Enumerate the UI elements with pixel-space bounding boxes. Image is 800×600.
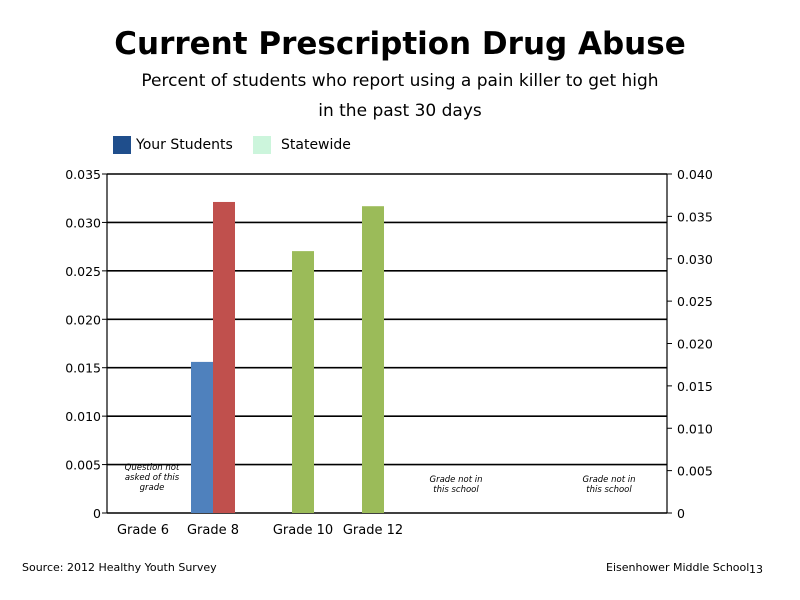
right-tick-label: 0.015	[677, 379, 713, 394]
right-tick-label: 0.040	[677, 167, 713, 182]
annotation-text: asked of this	[125, 473, 180, 483]
annotation-text: grade	[140, 483, 165, 493]
legend-swatch-your-students	[113, 136, 131, 154]
annotation-text: this school	[586, 485, 632, 495]
legend-item-statewide: Statewide	[253, 136, 351, 154]
category-label: Grade 10	[273, 523, 333, 538]
left-tick-label: 0.010	[65, 409, 101, 424]
right-tick-label: 0.010	[677, 421, 713, 436]
annotation-text: Question not	[125, 463, 180, 473]
right-tick-label: 0.005	[677, 464, 713, 479]
bar-grade-10-statewide	[292, 251, 314, 513]
annotation-text: Grade not in	[583, 475, 636, 485]
left-tick-label: 0.005	[65, 458, 101, 473]
left-tick-label: 0.015	[65, 361, 101, 376]
right-tick-label: 0.025	[677, 294, 713, 309]
left-tick-label: 0.025	[65, 264, 101, 279]
bar-grade-8-statewide	[213, 201, 235, 513]
left-tick-label: 0.030	[65, 215, 101, 230]
school-name: Eisenhower Middle School	[606, 561, 750, 574]
legend-label-statewide: Statewide	[281, 137, 351, 153]
chart-subtitle: Percent of students who report using a p…	[0, 66, 800, 126]
right-tick-label: 0	[677, 506, 685, 521]
chart-title: Current Prescription Drug Abuse	[114, 26, 686, 62]
legend-label-your-students: Your Students	[136, 137, 233, 153]
category-label: Grade 6	[117, 523, 169, 538]
annotation-text: this school	[433, 485, 479, 495]
left-tick-label: 0.020	[65, 312, 101, 327]
legend-swatch-statewide	[253, 136, 271, 154]
right-tick-label: 0.020	[677, 337, 713, 352]
right-tick-label: 0.030	[677, 252, 713, 267]
legend-item-your-students: Your Students	[113, 136, 233, 154]
category-label: Grade 8	[187, 523, 239, 538]
category-label: Grade 12	[343, 523, 403, 538]
source-note: Source: 2012 Healthy Youth Survey	[22, 561, 217, 574]
annotation-text: Grade not in	[430, 475, 483, 485]
bar-grade-12-statewide	[362, 206, 384, 513]
bar-grade-8-your-students	[191, 361, 213, 513]
left-tick-label: 0	[93, 506, 101, 521]
subtitle-line-2: in the past 30 days	[318, 101, 482, 121]
page-number: 13	[749, 563, 763, 576]
left-tick-label: 0.035	[65, 167, 101, 182]
right-tick-label: 0.035	[677, 209, 713, 224]
subtitle-line-1: Percent of students who report using a p…	[141, 71, 659, 91]
